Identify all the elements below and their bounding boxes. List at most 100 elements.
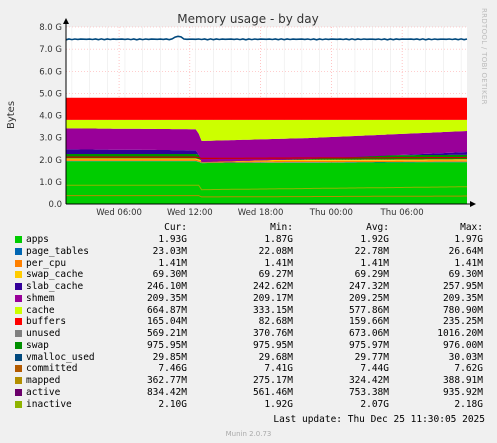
legend-swatch xyxy=(15,353,22,361)
legend-row-apps: apps 1.93G 1.87G 1.92G 1.97G xyxy=(0,234,497,246)
legend-value-avg: 753.38M xyxy=(348,386,389,398)
area-cache xyxy=(66,128,467,162)
legend-swatch xyxy=(15,283,22,290)
legend-value-min: 333.15M xyxy=(252,304,293,316)
legend-row-cache: cache 664.87M 333.15M 577.86M 780.90M xyxy=(0,305,497,317)
legend-swatch xyxy=(15,306,22,314)
legend-value-avg: 247.32M xyxy=(348,281,389,292)
legend-value-cur: 29.85M xyxy=(152,351,187,363)
legend-value-min: 242.62M xyxy=(252,281,293,292)
legend-row-per-cpu: per_cpu 1.41M 1.41M 1.41M 1.41M xyxy=(0,258,497,270)
y-tick-label: 1.0 G xyxy=(39,178,62,188)
legend-value-max: 935.92M xyxy=(442,386,483,398)
x-tick-label: Thu 06:00 xyxy=(380,208,424,218)
legend-swatch xyxy=(15,388,22,396)
y-axis-ticks: 0.0 1.0 G 2.0 G 3.0 G 4.0 G 5.0 G 6.0 G 7.0 G 8.… xyxy=(39,23,62,210)
legend-value-max: 976.00M xyxy=(442,339,483,351)
legend-series-name: committed xyxy=(26,363,78,375)
legend-value-cur: 69.30M xyxy=(152,269,187,281)
legend-series-name: shmem xyxy=(26,292,55,304)
legend-value-cur: 664.87M xyxy=(146,304,187,316)
legend-value-avg: 209.25M xyxy=(348,292,389,304)
legend-row-unused: unused 569.21M 370.76M 673.06M 1016.20M xyxy=(0,328,497,340)
y-axis-label: Bytes xyxy=(6,101,17,129)
legend-series-name: swap xyxy=(26,339,49,351)
header-min: Min: xyxy=(270,222,293,233)
legend-series-name: slab_cache xyxy=(26,281,84,292)
header-avg: Avg: xyxy=(366,222,389,233)
legend-value-max: 209.35M xyxy=(442,292,483,304)
legend-value-cur: 1.93G xyxy=(158,234,187,245)
munin-footer: Munin 2.0.73 xyxy=(225,430,272,438)
legend-value-min: 22.08M xyxy=(258,245,293,257)
legend-value-max: 257.95M xyxy=(442,281,483,292)
legend-value-min: 1.87G xyxy=(264,234,293,245)
area-buffers xyxy=(66,119,467,141)
x-axis-arrow xyxy=(470,201,476,207)
legend-row-slab-cache: slab_cache 246.10M 242.62M 247.32M 257.95M xyxy=(0,281,497,293)
legend-value-min: 29.68M xyxy=(258,351,293,363)
area-swap-cache xyxy=(66,158,467,162)
x-tick-label: Wed 12:00 xyxy=(167,208,213,218)
legend-value-cur: 834.42M xyxy=(146,386,187,398)
legend-value-max: 1016.20M xyxy=(437,328,483,339)
legend-value-max: 26.64M xyxy=(448,245,483,257)
legend-value-cur: 7.46G xyxy=(158,363,187,375)
legend-swatch xyxy=(15,236,22,243)
legend-series-name: per_cpu xyxy=(26,257,67,269)
legend-value-cur: 165.04M xyxy=(146,316,187,328)
legend-swatch xyxy=(15,259,22,267)
y-tick-label: 3.0 G xyxy=(39,134,62,144)
y-tick-label: 4.0 G xyxy=(39,112,62,122)
legend-value-avg: 7.44G xyxy=(360,363,389,375)
x-tick-label: Thu 00:00 xyxy=(309,208,353,218)
y-tick-label: 2.0 G xyxy=(39,156,62,166)
header-cur: Cur: xyxy=(164,222,187,233)
line-active xyxy=(66,184,468,191)
legend-swatch xyxy=(15,365,22,373)
legend-value-max: 780.90M xyxy=(442,304,483,316)
legend-row-shmem: shmem 209.35M 209.17M 209.25M 209.35M xyxy=(0,293,497,305)
area-per-cpu xyxy=(66,159,467,163)
legend-swatch xyxy=(15,377,22,384)
legend-value-cur: 569.21M xyxy=(146,328,187,339)
legend-swatch xyxy=(15,341,22,349)
legend-value-avg: 22.78M xyxy=(354,245,389,257)
legend-value-min: 7.41G xyxy=(264,363,293,375)
legend-value-cur: 362.77M xyxy=(146,375,187,386)
y-tick-label: 7.0 G xyxy=(39,45,62,55)
legend-value-min: 82.68M xyxy=(258,316,293,328)
stacked-areas xyxy=(66,97,467,204)
legend-value-max: 235.25M xyxy=(442,316,483,328)
legend-value-max: 7.62G xyxy=(454,363,483,375)
y-axis-arrow xyxy=(63,18,69,24)
legend-value-min: 370.76M xyxy=(252,328,293,339)
legend-value-avg: 1.92G xyxy=(360,234,389,245)
legend-series-name: vmalloc_used xyxy=(26,351,95,363)
legend-swatch xyxy=(15,247,22,255)
legend-row-committed: committed 7.46G 7.41G 7.44G 7.62G xyxy=(0,363,497,375)
area-apps xyxy=(66,161,467,204)
legend-value-cur: 209.35M xyxy=(146,292,187,304)
legend-series-name: buffers xyxy=(26,316,67,328)
chart-title: Memory usage - by day xyxy=(177,12,318,26)
legend-value-cur: 246.10M xyxy=(146,281,187,292)
x-tick-label: Wed 06:00 xyxy=(96,208,142,218)
last-update: Last update: Thu Dec 25 11:30:05 2025 xyxy=(273,414,485,425)
series-lines xyxy=(65,35,468,198)
y-tick-label: 0.0 xyxy=(48,200,62,210)
legend-value-cur: 1.41M xyxy=(158,257,187,269)
legend-value-max: 1.97G xyxy=(454,234,483,245)
legend-row-swap-cache: swap_cache 69.30M 69.27M 69.29M 69.30M xyxy=(0,269,497,281)
line-mapped xyxy=(66,195,467,198)
legend-swatch xyxy=(15,400,22,408)
legend-row-swap: swap 975.95M 975.95M 975.97M 976.00M xyxy=(0,340,497,352)
y-tick-label: 5.0 G xyxy=(39,89,62,99)
legend-value-min: 561.46M xyxy=(252,386,293,398)
legend-value-min: 275.17M xyxy=(252,375,293,386)
legend-swatch xyxy=(15,271,22,279)
legend-series-name: swap_cache xyxy=(26,269,84,281)
legend-value-min: 1.92G xyxy=(264,398,293,410)
legend-swatch xyxy=(15,330,22,337)
